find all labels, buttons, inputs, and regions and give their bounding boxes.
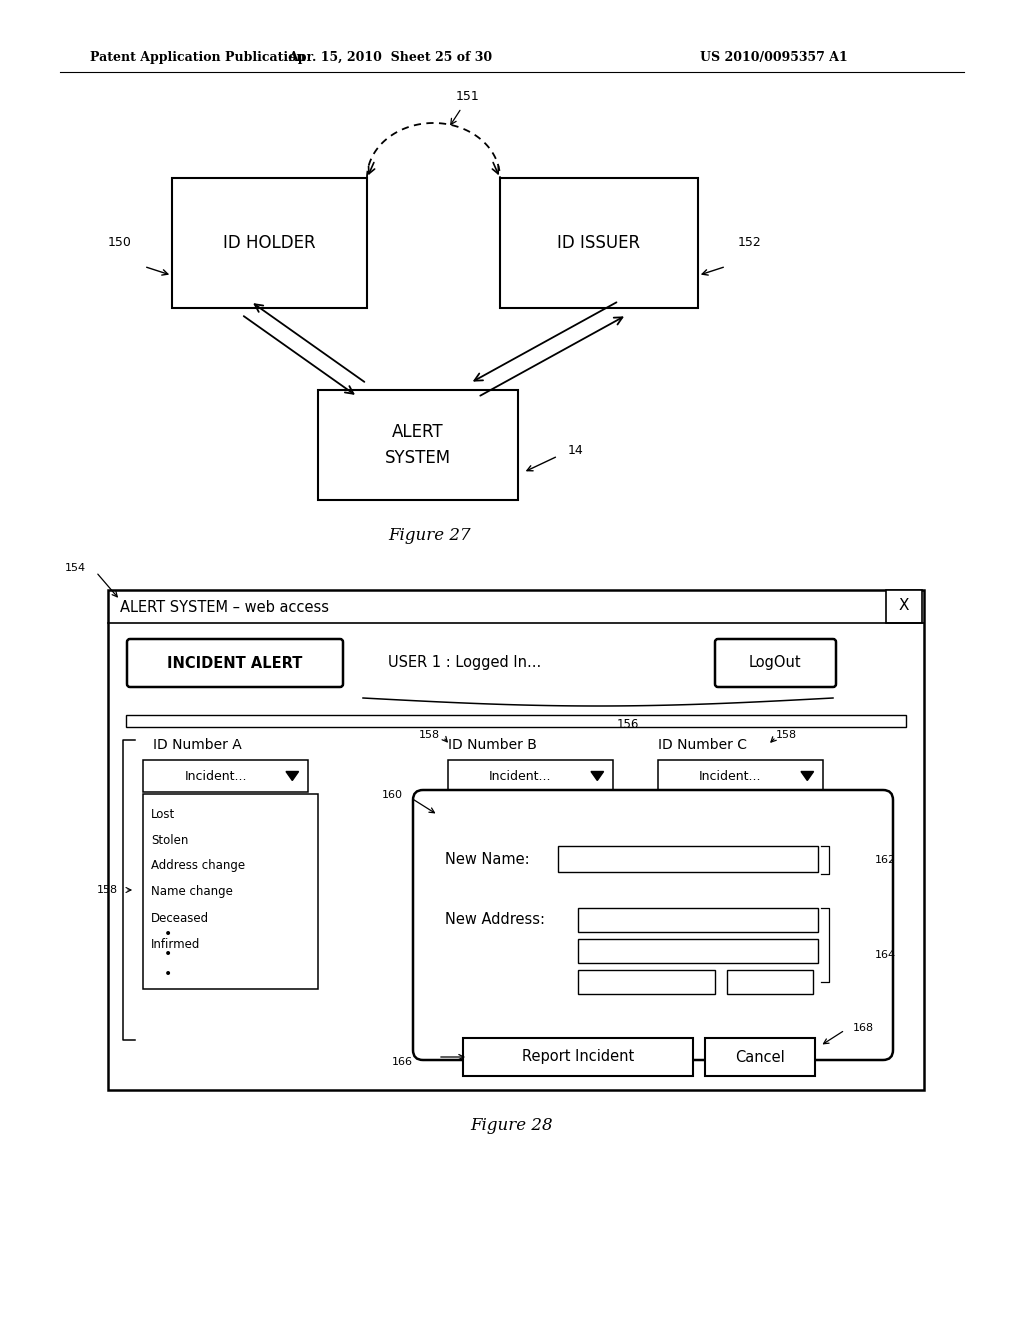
Bar [143, 795, 318, 989]
Text: 156: 156 [616, 718, 639, 731]
Text: 162: 162 [874, 855, 896, 865]
Text: 158: 158 [419, 730, 440, 741]
Text: 158: 158 [97, 884, 118, 895]
FancyBboxPatch shape [715, 639, 836, 686]
Text: ALERT
SYSTEM: ALERT SYSTEM [385, 422, 451, 467]
Text: ID ISSUER: ID ISSUER [557, 234, 641, 252]
Text: Report Incident: Report Incident [522, 1049, 634, 1064]
Text: Cancel: Cancel [735, 1049, 784, 1064]
Bar [463, 1038, 693, 1076]
Bar [558, 846, 818, 873]
Bar [578, 908, 818, 932]
Text: 164: 164 [874, 950, 896, 960]
Text: ID Number C: ID Number C [658, 738, 746, 752]
Polygon shape [286, 771, 299, 780]
Text: 166: 166 [392, 1057, 413, 1067]
Text: US 2010/0095357 A1: US 2010/0095357 A1 [700, 51, 848, 65]
Bar [172, 178, 367, 308]
Text: Incident...: Incident... [699, 770, 762, 783]
Text: ID HOLDER: ID HOLDER [222, 234, 315, 252]
Bar [449, 760, 613, 792]
Bar [126, 715, 906, 727]
Text: 150: 150 [109, 236, 132, 249]
Text: 160: 160 [382, 789, 403, 800]
Text: INCIDENT ALERT: INCIDENT ALERT [167, 656, 303, 671]
Text: Stolen: Stolen [151, 833, 188, 846]
Text: Lost: Lost [151, 808, 175, 821]
Bar [500, 178, 698, 308]
Text: 151: 151 [456, 90, 479, 103]
Text: Infirmed: Infirmed [151, 937, 201, 950]
Text: Address change: Address change [151, 859, 245, 873]
Text: 168: 168 [853, 1023, 874, 1034]
Text: Incident...: Incident... [489, 770, 552, 783]
Bar [705, 1038, 815, 1076]
Text: Figure 27: Figure 27 [389, 527, 471, 544]
Text: •: • [164, 946, 172, 961]
Text: Apr. 15, 2010  Sheet 25 of 30: Apr. 15, 2010 Sheet 25 of 30 [288, 51, 493, 65]
Text: 154: 154 [65, 564, 86, 573]
Text: ID Number B: ID Number B [449, 738, 537, 752]
Text: 158: 158 [776, 730, 797, 741]
Text: Patent Application Publication: Patent Application Publication [90, 51, 305, 65]
Text: New Address:: New Address: [445, 912, 545, 928]
Text: •: • [164, 968, 172, 981]
Text: Name change: Name change [151, 886, 232, 899]
Text: Figure 28: Figure 28 [471, 1117, 553, 1134]
Bar [658, 760, 823, 792]
Text: New Name:: New Name: [445, 853, 529, 867]
Bar [318, 389, 518, 500]
Text: •: • [164, 927, 172, 941]
Text: Deceased: Deceased [151, 912, 209, 924]
Text: USER 1 : Logged In...: USER 1 : Logged In... [388, 655, 542, 669]
FancyBboxPatch shape [413, 789, 893, 1060]
Bar [727, 970, 813, 994]
Bar [886, 590, 922, 623]
Bar [578, 939, 818, 964]
Text: Incident...: Incident... [184, 770, 247, 783]
Bar [578, 970, 715, 994]
Bar [108, 590, 924, 1090]
Text: LogOut: LogOut [749, 656, 802, 671]
Polygon shape [801, 771, 814, 780]
Text: ID Number A: ID Number A [153, 738, 242, 752]
Text: 152: 152 [738, 236, 762, 249]
Text: ALERT SYSTEM – web access: ALERT SYSTEM – web access [120, 599, 329, 615]
Text: X: X [899, 598, 909, 614]
FancyBboxPatch shape [127, 639, 343, 686]
Bar [143, 760, 308, 792]
Polygon shape [591, 771, 603, 780]
Text: 14: 14 [568, 444, 584, 457]
